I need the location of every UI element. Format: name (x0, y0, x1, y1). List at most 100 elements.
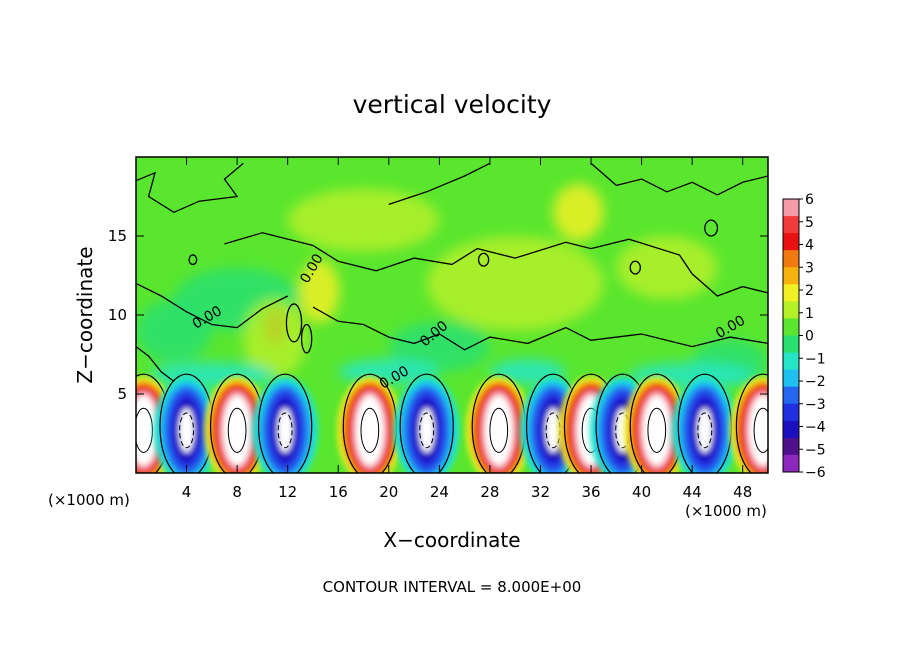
contour-line (312, 306, 768, 351)
x-tick-label: 20 (379, 483, 398, 501)
colorbar-tick-label: −5 (805, 442, 826, 458)
contour-line (590, 162, 768, 196)
field-anomaly (553, 183, 604, 241)
field-anomaly (388, 321, 490, 372)
x-tick-label: 4 (182, 483, 192, 501)
field-anomaly (148, 362, 276, 388)
cell-contour (697, 412, 713, 449)
updraft-cell (465, 376, 532, 473)
colorbar-tick-label: 2 (805, 283, 814, 299)
y-tick-label: 10 (108, 306, 127, 324)
cell-ring (355, 395, 384, 466)
field-anomaly (287, 188, 440, 252)
contour-lines (136, 162, 768, 382)
cell-ring (419, 408, 435, 453)
colorbar-band (783, 233, 799, 251)
colorbar-band (783, 318, 799, 336)
colorbar-tick-label: 5 (805, 215, 814, 231)
downdraft-cell (252, 376, 319, 473)
zero-contour (735, 373, 768, 473)
colorbar-band (783, 216, 799, 234)
chart-title: vertical velocity (353, 90, 552, 119)
colorbar-band (783, 386, 799, 405)
downdraft-cell (671, 376, 738, 473)
zero-contour (399, 373, 454, 473)
cell-contour (179, 412, 195, 449)
contour-line (136, 282, 288, 329)
zero-contour (258, 373, 313, 473)
contour-loop (629, 260, 641, 275)
downdraft-cell (393, 376, 460, 473)
x-tick-label: 40 (632, 483, 651, 501)
y-tick-label: 5 (117, 385, 127, 403)
y-axis-label: Z−coordinate (73, 246, 97, 383)
colorbar-band (783, 335, 799, 354)
x-tick-labels: 4 8 12 16 20 24 28 32 36 40 44 48 (182, 483, 752, 501)
contour-line (136, 346, 175, 382)
colorbar-band (783, 301, 799, 319)
axis-ticks (136, 157, 768, 473)
x-tick-label: 28 (480, 483, 499, 501)
cell-contour (360, 407, 380, 453)
x-tick-label: 32 (531, 483, 550, 501)
convective-cells (136, 373, 768, 473)
cell-contour (489, 407, 509, 453)
colorbar-band (783, 284, 799, 302)
colorbar-band (783, 437, 799, 456)
cell-ring (642, 395, 671, 466)
colorbar-band (783, 250, 799, 268)
plot-field (136, 157, 768, 473)
contour-line (224, 232, 768, 297)
field-anomaly (426, 236, 604, 331)
field-anomaly (243, 299, 307, 379)
colorbar-band (783, 420, 799, 439)
cell-contour (647, 407, 667, 453)
colorbar-tick-label: 4 (805, 238, 814, 254)
x-tick-label: 44 (683, 483, 702, 501)
cell-contour (753, 407, 768, 453)
colorbar-band (783, 267, 799, 285)
x-unit-right: (×1000 m) (685, 502, 767, 520)
contour-line (388, 162, 491, 206)
contour-loop (300, 323, 313, 354)
x-axis-label: X−coordinate (383, 528, 520, 552)
x-tick-label: 12 (278, 483, 297, 501)
cell-ring (178, 408, 195, 453)
colorbar-tick-label: 0 (805, 329, 814, 345)
cell-ring (277, 408, 293, 453)
colorbar-tick-label: 6 (805, 192, 814, 208)
colorbar: 6 5 4 3 2 1 0 −1 −2 −3 −4 −5 −6 (782, 192, 826, 481)
colorbar-band (783, 352, 799, 371)
updraft-cell (623, 376, 690, 473)
contour-loop (704, 219, 719, 237)
updraft-cell (204, 376, 270, 473)
cell-ring (136, 395, 158, 466)
x-tick-label: 24 (430, 483, 449, 501)
colorbar-band (783, 454, 799, 473)
field-anomaly (616, 236, 718, 300)
contour-loop (477, 252, 490, 267)
colorbar-tick-label: 1 (805, 306, 814, 322)
cell-contour (136, 407, 153, 453)
cell-ring (749, 395, 768, 466)
x-unit-left: (×1000 m) (48, 491, 130, 509)
contour-loop (285, 303, 303, 343)
x-tick-label: 16 (329, 483, 348, 501)
cell-contour (227, 407, 247, 453)
colorbar-band (783, 199, 799, 217)
cell-contour (419, 412, 435, 449)
y-tick-labels: 5 10 15 (108, 227, 127, 403)
colorbar-band (783, 403, 799, 422)
downdraft-cell (153, 376, 220, 473)
field-anomaly (299, 259, 340, 323)
contour-line (136, 162, 244, 214)
colorbar-tick-label: −2 (805, 374, 826, 390)
cell-ring (484, 395, 513, 466)
x-tick-label: 8 (232, 483, 242, 501)
colorbar-tick-label: −3 (805, 397, 826, 413)
cell-contour (277, 412, 293, 449)
colorbar-tick-label: −4 (805, 420, 826, 436)
contour-interval: CONTOUR INTERVAL = 8.000E+00 (323, 578, 582, 596)
colorbar-band (783, 369, 799, 388)
